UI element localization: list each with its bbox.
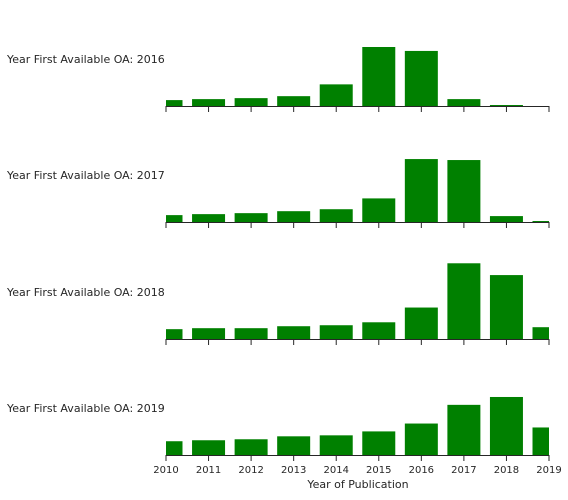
panel-label: Year First Available OA: 2016 xyxy=(6,53,165,66)
bar-2016 xyxy=(404,423,438,455)
bar-2017 xyxy=(447,99,481,106)
panel-2: Year First Available OA: 2017 xyxy=(6,159,550,228)
bar-2014 xyxy=(319,435,353,455)
panel-4: Year First Available OA: 2019 2010 2011 201… xyxy=(6,396,562,476)
x-tick-label: 2010 xyxy=(153,465,178,476)
bar-2012 xyxy=(234,98,268,106)
bar-2014 xyxy=(319,84,353,106)
bar-2014 xyxy=(319,209,353,222)
bar-2012 xyxy=(234,328,268,339)
bar-2016 xyxy=(404,50,438,106)
panel-1: Year First Available OA: 2016 xyxy=(6,47,550,112)
bar-2019 xyxy=(532,221,549,222)
bar-2013 xyxy=(277,326,311,339)
x-tick-label: 2013 xyxy=(281,465,306,476)
x-tick-label: 2011 xyxy=(196,465,221,476)
bar-2016 xyxy=(404,307,438,339)
bar-2010 xyxy=(166,100,183,106)
bar-2015 xyxy=(362,198,396,222)
bar-2015 xyxy=(362,431,396,455)
panels-layer: Year First Available OA: 2016 Year First … xyxy=(6,47,562,476)
bar-2013 xyxy=(277,211,311,222)
panel-label: Year First Available OA: 2019 xyxy=(6,402,165,415)
bar-2018 xyxy=(489,216,523,222)
bar-2012 xyxy=(234,213,268,222)
panel-label: Year First Available OA: 2017 xyxy=(6,169,165,182)
bar-2016 xyxy=(404,159,438,222)
bar-2017 xyxy=(447,263,481,339)
bar-2014 xyxy=(319,325,353,339)
bar-2015 xyxy=(362,322,396,339)
x-tick-label: 2016 xyxy=(409,465,434,476)
bar-2019 xyxy=(532,427,549,455)
bar-2019 xyxy=(532,327,549,339)
x-tick-label: 2015 xyxy=(366,465,391,476)
x-tick-label: 2017 xyxy=(451,465,476,476)
x-tick-label: 2014 xyxy=(323,465,348,476)
bar-2017 xyxy=(447,404,481,455)
x-tick-label: 2019 xyxy=(536,465,561,476)
bar-2013 xyxy=(277,436,311,455)
bar-2018 xyxy=(489,105,523,106)
bar-2010 xyxy=(166,441,183,455)
bar-2011 xyxy=(192,328,226,339)
panel-label: Year First Available OA: 2018 xyxy=(6,286,165,299)
bar-2011 xyxy=(192,440,226,455)
bar-2012 xyxy=(234,439,268,455)
x-tick-label: 2012 xyxy=(238,465,263,476)
bar-2011 xyxy=(192,214,226,222)
x-tick-label: 2018 xyxy=(494,465,519,476)
bar-2018 xyxy=(489,396,523,455)
bar-2010 xyxy=(166,215,183,222)
x-axis-label: Year of Publication xyxy=(306,478,408,491)
panel-3: Year First Available OA: 2018 xyxy=(6,263,550,345)
bar-2010 xyxy=(166,329,183,339)
bar-2017 xyxy=(447,160,481,222)
bar-2018 xyxy=(489,275,523,339)
bar-2011 xyxy=(192,99,226,106)
bar-2015 xyxy=(362,47,396,106)
bar-2013 xyxy=(277,96,311,106)
